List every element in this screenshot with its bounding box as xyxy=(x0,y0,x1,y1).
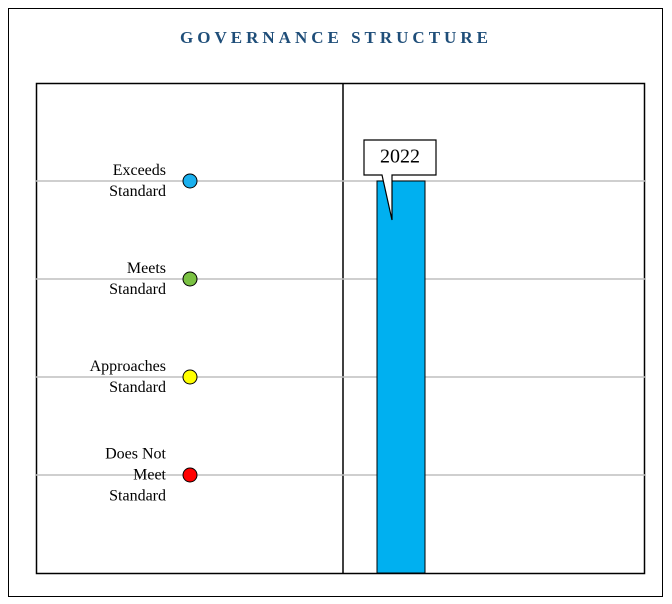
callout-box xyxy=(363,139,437,221)
level-dot xyxy=(182,271,198,287)
level-dot xyxy=(182,467,198,483)
frame xyxy=(8,8,663,597)
bar xyxy=(376,180,426,574)
level-dot xyxy=(182,173,198,189)
y-tick-label: Meets Standard xyxy=(109,260,166,298)
chart-title: GOVERNANCE STRUCTURE xyxy=(180,28,492,47)
plot-border xyxy=(35,82,646,575)
y-tick-label: Exceeds Standard xyxy=(109,162,166,200)
y-tick-label: Approaches Standard xyxy=(89,358,166,396)
level-dot xyxy=(182,369,198,385)
y-tick-label: Does Not Meet Standard xyxy=(105,445,166,505)
callout-label: 2022 xyxy=(380,146,420,168)
